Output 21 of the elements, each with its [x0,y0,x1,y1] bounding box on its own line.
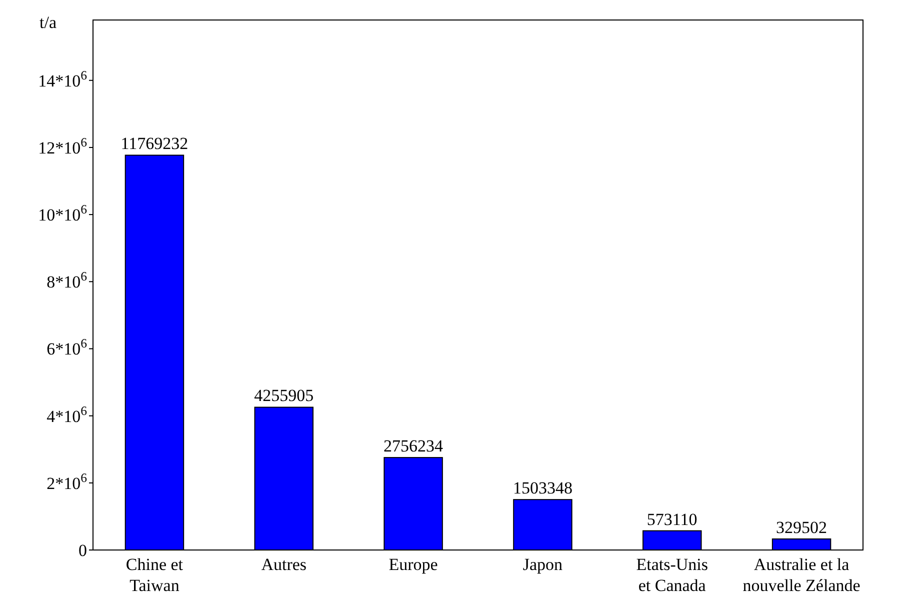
x-tick-label: Chine et Taiwan [126,555,184,595]
y-tick-label: 8*10$^{6}$ [46,270,87,292]
y-tick-label: 12*10$^{6}$ [38,135,87,158]
y-tick-label: 0 [78,541,87,560]
y-tick-label: 2*10$^{6}$ [46,470,87,493]
x-tick-label: Autres [261,555,307,574]
data-label: 1503348 [512,478,572,498]
data-label: 11769232 [120,134,188,154]
y-tick-label: 4*10$^{6}$ [46,404,87,426]
y-tick-label: 6*10$^{6}$ [46,336,87,359]
y-axis-title: t/a [40,13,57,32]
y-tick-label: 10*10$^{6}$ [38,202,87,225]
data-label: 329502 [776,518,828,537]
data-label: 4255905 [254,386,314,406]
data-label: 573110 [646,510,698,529]
x-tick-label: Etats-Unis et Canada [636,555,708,595]
x-tick-label: Japon [522,555,564,574]
x-tick-label: Australie et la nouvelle Zélande [742,555,860,595]
y-tick-label: 14*10$^{6}$ [38,68,87,90]
x-tick-label: Europe [388,555,438,574]
data-label: 2756234 [384,436,444,456]
